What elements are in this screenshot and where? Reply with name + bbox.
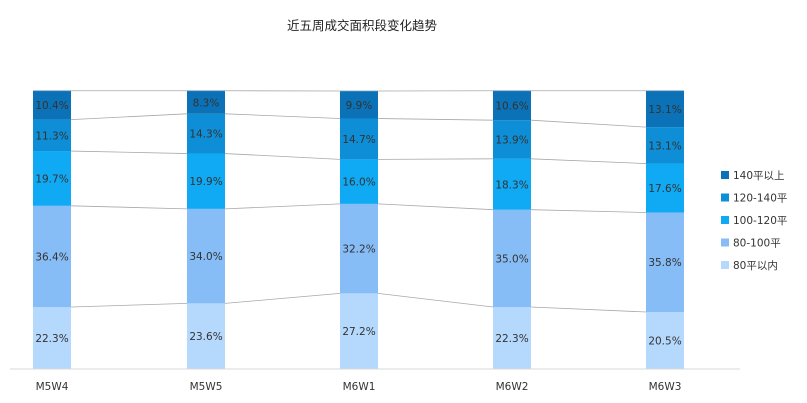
bar-80-100平-M6W2 [493,209,531,308]
bar-120-140平-M6W3 [646,127,684,164]
bar-100-120平-M5W4 [33,151,71,206]
value-label: 35.0% [495,253,528,265]
value-label: 14.3% [189,129,222,141]
legend-label: 100-120平 [733,215,787,227]
value-label: 32.2% [342,244,375,256]
connector-line [530,119,647,128]
bar-120-140平-M6W1 [340,118,378,160]
connector-line [70,113,188,121]
value-label: 10.4% [35,100,68,112]
x-tick-label: M6W2 [496,381,529,393]
bar-140平以上-M6W2 [493,90,531,121]
value-label: 27.2% [342,326,375,338]
connector-line [377,292,494,308]
value-label: 16.0% [342,177,375,189]
bar-120-140平-M5W5 [187,113,225,154]
value-label: 22.3% [35,333,68,345]
value-label: 35.8% [648,257,681,269]
value-label: 8.3% [193,97,220,109]
connector-line [530,306,647,313]
value-label: 36.4% [35,251,68,263]
connector-line [224,113,341,119]
connector-line [70,150,188,154]
value-label: 11.3% [35,130,68,142]
legend-swatch [721,193,729,202]
legend: 140平以上 120-140平 100-120平 80-100平 80平以内 [721,170,787,272]
bar-140平以上-M5W5 [187,90,225,114]
legend-label: 80-100平 [733,238,781,250]
value-label: 13.9% [495,135,528,147]
connector-line [377,158,494,160]
bar-80-100平-M5W5 [187,208,225,304]
value-label: 10.6% [495,100,528,112]
bar-80-100平-M6W3 [646,212,684,313]
bar-120-140平-M5W4 [33,119,71,152]
value-label: 22.3% [495,333,528,345]
bar-140平以上-M6W1 [340,91,378,119]
bar-80-100平-M6W1 [340,203,378,294]
connector-line [377,203,494,211]
legend-swatch [721,216,729,224]
legend-swatch [721,261,729,269]
connector-line [224,203,341,210]
x-tick-label: M6W3 [649,381,682,393]
connector-line [377,118,494,121]
bar-80-100平-M5W4 [33,205,71,308]
value-label: 13.1% [648,104,681,116]
bar-120-140平-M6W2 [493,120,531,159]
connector-line [224,153,341,160]
connector-line [70,302,188,308]
connector-line [224,292,341,304]
value-label: 23.6% [189,331,222,343]
bar-140平以上-M5W4 [33,90,71,120]
x-tick-label: M6W1 [343,381,376,393]
legend-label: 80平以内 [733,259,778,272]
value-label: 34.0% [189,251,222,263]
value-label: 14.7% [342,134,375,146]
bar-100-120平-M6W1 [340,159,378,204]
bar-100-120平-M6W2 [493,158,531,210]
x-axis-ticks: M5W4 M5W5 M6W1 M6W2 M6W3 [36,381,682,393]
value-label: 19.9% [189,176,222,188]
bar-80平以内-M5W5 [187,303,225,369]
connector-line [70,205,188,210]
connector-lines [70,90,647,313]
value-labels: 22.3% 36.4% 19.7% 11.3% 10.4% 23.6% 34.0% 19.9%… [35,97,681,347]
connector-line [530,209,647,213]
connector-line [530,158,647,164]
value-label: 13.1% [648,140,681,152]
bar-80平以内-M6W3 [646,312,684,369]
legend-label: 140平以上 [733,170,785,182]
value-label: 19.7% [35,173,68,185]
value-label: 17.6% [648,183,681,195]
legend-swatch [721,238,729,247]
bar-100-120平-M6W3 [646,163,684,213]
bars [33,90,684,369]
chart-title: 近五周成交面积段变化趋势 [287,18,438,33]
legend-label: 120-140平 [733,193,787,205]
bar-80平以内-M6W2 [493,307,531,369]
legend-swatch [721,171,729,179]
x-tick-label: M5W4 [36,381,69,393]
value-label: 20.5% [648,336,681,348]
bar-140平以上-M6W3 [646,90,684,128]
value-label: 9.9% [346,100,373,112]
bar-80平以内-M6W1 [340,293,378,369]
bar-80平以内-M5W4 [33,307,71,369]
x-tick-label: M5W5 [190,381,223,393]
bar-100-120平-M5W5 [187,153,225,209]
value-label: 18.3% [495,179,528,191]
